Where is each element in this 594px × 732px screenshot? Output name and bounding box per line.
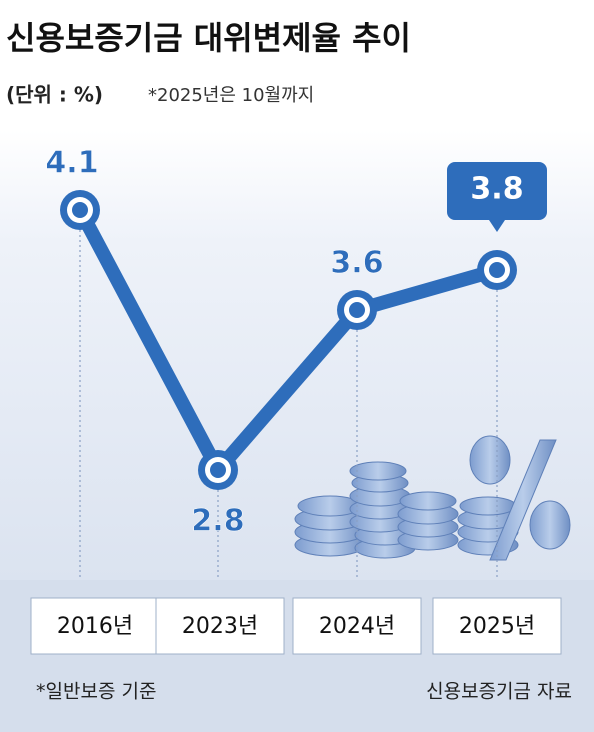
series-line	[73, 206, 499, 477]
marker-center	[349, 302, 365, 318]
x-tick-label: 2025년	[459, 614, 535, 639]
marker-center	[489, 262, 505, 278]
chart-title: 신용보증기금 대위변제율 추이	[6, 19, 411, 57]
x-tick-label: 2024년	[319, 614, 395, 639]
source: 신용보증기금 자료	[426, 681, 572, 703]
callout	[447, 162, 547, 232]
marker-center	[210, 462, 226, 478]
x-tick-label: 2023년	[182, 614, 258, 639]
footnote: *일반보증 기준	[36, 681, 156, 703]
data-label: 2.8	[191, 504, 244, 539]
category-box	[292, 597, 422, 655]
note: *2025년은 10월까지	[148, 85, 314, 106]
coins-decoration	[294, 435, 571, 561]
marker-center	[72, 202, 88, 218]
subtitle: (단위 : %)	[6, 83, 103, 107]
x-tick-label: 2016년	[57, 614, 133, 639]
data-label: 4.1	[45, 146, 98, 181]
category-box	[155, 597, 285, 655]
category-box	[432, 597, 562, 655]
data-label: 3.6	[330, 246, 383, 281]
data-label: 3.8	[470, 172, 523, 207]
